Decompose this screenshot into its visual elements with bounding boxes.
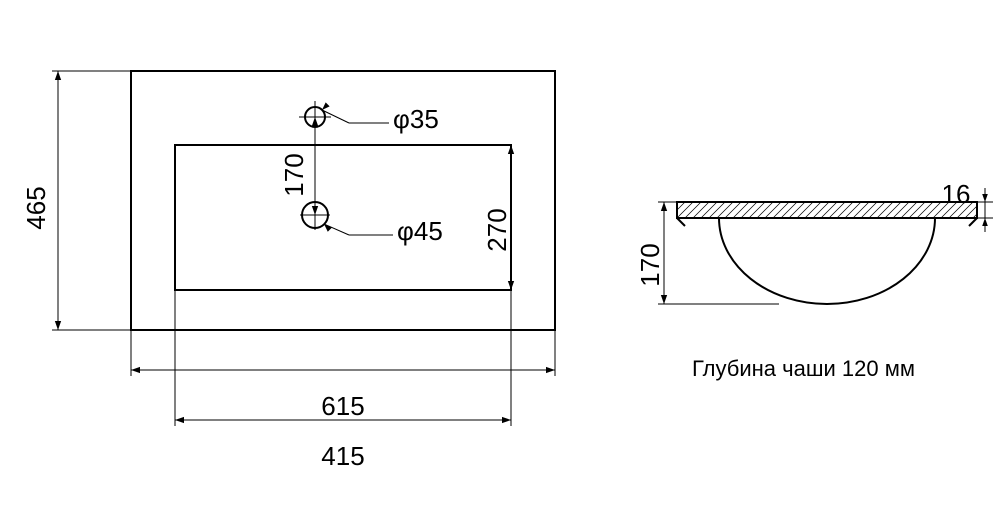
bowl-arc bbox=[719, 218, 935, 304]
dim-16: 16 bbox=[942, 179, 971, 209]
bowl-depth-note: Глубина чаши 120 мм bbox=[692, 356, 915, 381]
dim-phi35: φ35 bbox=[393, 104, 439, 134]
dim-465: 465 bbox=[21, 186, 51, 229]
dim-270: 270 bbox=[482, 208, 512, 251]
dim-phi45: φ45 bbox=[397, 216, 443, 246]
dim-170-top: 170 bbox=[279, 153, 309, 196]
dim-615: 615 bbox=[321, 391, 364, 421]
dim-415: 415 bbox=[321, 441, 364, 471]
dim-170-side: 170 bbox=[635, 243, 665, 286]
